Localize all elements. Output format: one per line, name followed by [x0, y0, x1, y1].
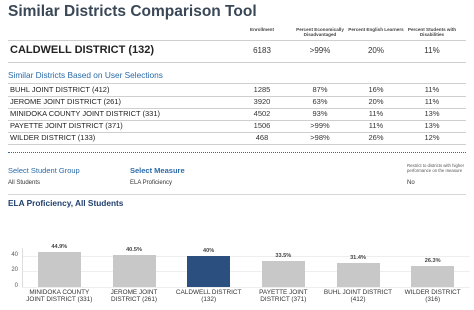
selected-district: CALDWELL DISTRICT (132)	[10, 44, 155, 56]
y-tick-label: 20	[11, 267, 18, 274]
selected-value: >99%	[309, 46, 331, 55]
bar	[336, 262, 380, 287]
selected-value: 11%	[424, 46, 440, 55]
x-tick-label: CALDWELL DISTRICT (132)	[175, 289, 242, 303]
divider	[8, 144, 466, 145]
grid-line	[22, 271, 470, 273]
district-value: 4502	[253, 109, 271, 118]
filter-label: Select Student Group	[8, 166, 80, 175]
x-tick-label: BUHL JOINT DISTRICT (412)	[323, 289, 393, 303]
district-value: 93%	[312, 109, 328, 118]
grid-line	[22, 255, 470, 257]
bar	[37, 251, 81, 287]
page-title: Similar Districts Comparison Tool	[8, 3, 257, 20]
divider	[8, 120, 466, 121]
section-title: Similar Districts Based on User Selectio…	[8, 70, 163, 80]
district-name: PAYETTE JOINT DISTRICT (371)	[10, 121, 123, 130]
divider	[8, 132, 466, 133]
filter-value[interactable]: All Students	[8, 180, 41, 186]
divider	[8, 83, 466, 84]
district-name: WILDER DISTRICT (133)	[10, 133, 96, 142]
filter-value[interactable]: ELA Proficiency	[130, 180, 173, 186]
grid-line	[22, 287, 470, 288]
district-name: JEROME JOINT DISTRICT (261)	[10, 97, 121, 106]
district-value: 11%	[424, 85, 440, 94]
divider	[8, 194, 466, 195]
bar	[187, 255, 231, 287]
value-label: 40%	[203, 247, 215, 254]
chart-title: ELA Proficiency, All Students	[8, 198, 124, 208]
district-name: MINIDOKA COUNTY JOINT DISTRICT (331)	[10, 109, 161, 118]
y-tick-label: 0	[14, 283, 18, 289]
value-label: 44.9%	[51, 243, 68, 250]
bar	[261, 260, 305, 287]
bar	[112, 255, 156, 287]
value-label: 31.4%	[350, 254, 366, 261]
district-name: BUHL JOINT DISTRICT (412)	[10, 85, 110, 94]
district-value: 87%	[312, 85, 328, 94]
divider	[8, 40, 466, 41]
column-header: Enrollment	[250, 27, 274, 32]
district-value: 11%	[424, 97, 440, 106]
column-header: Percent Economically Disadvantaged	[296, 27, 344, 38]
divider	[8, 108, 466, 109]
district-value: 3920	[253, 97, 271, 106]
column-header: Percent English Learners	[348, 27, 404, 32]
x-tick-label: JEROME JOINT DISTRICT (261)	[110, 289, 158, 303]
district-value: 26%	[368, 133, 384, 142]
dotted-divider	[8, 152, 466, 153]
value-label: 33.5%	[275, 252, 292, 259]
x-tick-label: WILDER DISTRICT (316)	[404, 289, 461, 303]
column-header: Percent Students with Disabilities	[407, 27, 457, 38]
bar	[411, 266, 455, 287]
district-value: 13%	[424, 109, 440, 118]
district-value: 63%	[312, 97, 328, 106]
value-label: 26.3%	[424, 258, 441, 265]
district-value: 20%	[368, 97, 384, 106]
district-value: 1506	[253, 121, 271, 130]
value-label: 40.5%	[126, 247, 142, 254]
district-value: 12%	[424, 133, 440, 142]
district-value: >99%	[310, 121, 330, 130]
divider	[8, 62, 466, 63]
y-axis	[22, 248, 23, 287]
district-value: 468	[255, 133, 269, 142]
y-tick-label: 40	[11, 251, 18, 258]
district-value: 1285	[253, 85, 271, 94]
filter-value[interactable]: No	[407, 180, 415, 186]
district-value: 13%	[424, 121, 440, 130]
filter-label: Restrict to districts with higher perfor…	[407, 163, 465, 174]
district-value: 11%	[368, 121, 384, 130]
district-value: 16%	[368, 85, 384, 94]
filter-label: Select Measure	[130, 166, 185, 175]
selected-value: 20%	[367, 46, 384, 55]
x-tick-label: MINIDOKA COUNTY JOINT DISTRICT (331)	[26, 289, 93, 303]
district-value: >98%	[310, 133, 330, 142]
selected-value: 6183	[253, 46, 271, 55]
divider	[8, 96, 466, 97]
x-tick-label: PAYETTE JOINT DISTRICT (371)	[259, 289, 308, 303]
district-value: 11%	[368, 109, 384, 118]
